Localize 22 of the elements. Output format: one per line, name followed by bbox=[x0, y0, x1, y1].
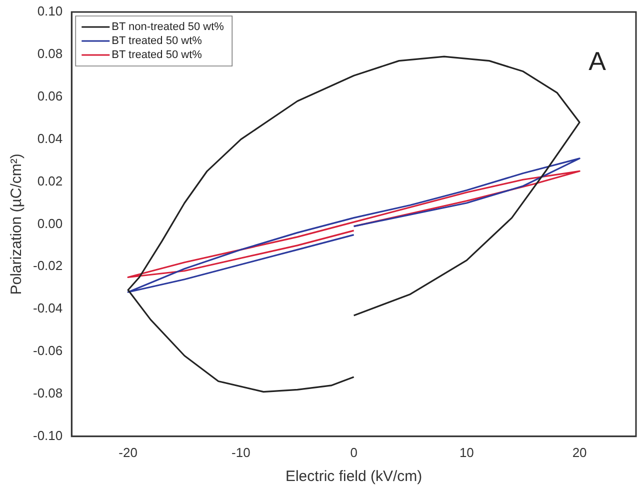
y-tick-label: -0.08 bbox=[32, 386, 63, 401]
legend-label: BT non-treated 50 wt% bbox=[112, 21, 224, 34]
legend-label: BT treated 50 wt% bbox=[112, 35, 202, 48]
y-tick-label: -0.02 bbox=[32, 258, 63, 274]
y-tick-label: 0.04 bbox=[37, 130, 63, 146]
y-tick-label: 0.00 bbox=[37, 216, 63, 231]
x-tick-label: 0 bbox=[350, 444, 358, 460]
y-tick-label: -0.10 bbox=[32, 428, 63, 443]
x-tick-label: 10 bbox=[459, 444, 474, 460]
x-axis-title: Electric field (kV/cm) bbox=[285, 468, 422, 486]
legend-label: BT treated 50 wt% bbox=[112, 49, 202, 62]
y-tick-label: 0.08 bbox=[37, 46, 63, 62]
y-tick-label: 0.10 bbox=[37, 4, 63, 19]
annotation: A bbox=[588, 46, 607, 76]
x-tick-label: -20 bbox=[118, 444, 138, 460]
x-tick-label: -10 bbox=[232, 444, 250, 460]
x-tick-label: 20 bbox=[572, 444, 587, 460]
y-tick-label: 0.02 bbox=[37, 173, 63, 188]
y-tick-label: -0.04 bbox=[32, 300, 63, 316]
y-axis-title: Polarization (µC/cm²) bbox=[8, 154, 26, 295]
y-tick-label: -0.06 bbox=[32, 343, 63, 358]
y-tick-label: 0.06 bbox=[37, 88, 63, 104]
